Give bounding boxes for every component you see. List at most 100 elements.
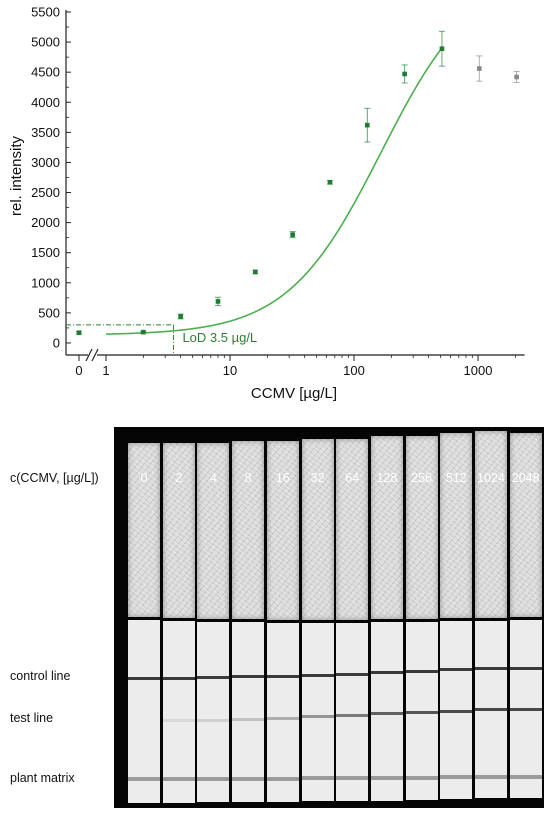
data-point [177, 313, 184, 320]
point-marker [402, 71, 407, 77]
y-tick-label: 4000 [31, 95, 60, 110]
concentration-label: 16 [275, 471, 290, 485]
test-band [370, 712, 403, 715]
test-strip: 2048 [509, 433, 542, 798]
x-tick-label: 10 [223, 363, 237, 378]
concentration-label: 4 [209, 471, 217, 485]
test-band [162, 719, 195, 722]
sample-pad [232, 441, 265, 619]
x-tick-label: 1000 [464, 363, 493, 378]
point-marker [290, 232, 295, 237]
point-marker [76, 330, 82, 336]
plant-matrix-band [232, 777, 265, 781]
membrane [336, 623, 369, 801]
y-tick-label: 500 [38, 305, 60, 320]
y-tick-label: 1000 [31, 275, 60, 290]
plant-matrix-band [405, 776, 438, 780]
sample-pad [475, 431, 507, 618]
data-point [140, 329, 147, 335]
lod-label: LoD 3.5 µg/L [182, 330, 257, 345]
plant-matrix-band [440, 775, 473, 779]
test-strip: 128 [370, 436, 403, 801]
sample-pad [440, 433, 473, 618]
concentration-label: 64 [345, 471, 360, 485]
data-point [364, 107, 371, 143]
data-point [401, 64, 408, 84]
test-strip: 1024 [475, 431, 507, 798]
x-tick-label: 0 [75, 363, 82, 378]
test-strip-photo: 0 2 4 8 16 32 64 128 256 512 1024 2048 [114, 427, 544, 808]
test-band [336, 714, 369, 717]
plant-matrix-band [197, 777, 230, 781]
membrane [301, 623, 334, 801]
data-point [76, 330, 82, 336]
excluded-data-point [513, 71, 520, 83]
sample-pad [266, 441, 299, 620]
plant-matrix-band [162, 777, 195, 781]
test-line-label: test line [10, 711, 54, 725]
concentration-label: 32 [310, 471, 325, 485]
concentration-label: 512 [445, 471, 467, 485]
y-axis: 0 500 1000 1500 2000 2500 3000 3500 4000 4500 5000… [31, 5, 71, 355]
point-marker [253, 269, 258, 275]
concentration-label: 128 [376, 471, 398, 485]
membrane [370, 622, 403, 801]
sample-pad [405, 436, 438, 619]
membrane [266, 623, 299, 802]
test-band [266, 717, 299, 720]
data-points [76, 30, 520, 336]
control-band [370, 671, 403, 674]
point-marker [215, 299, 221, 304]
concentration-label: 0 [140, 471, 148, 485]
concentration-label: 2048 [511, 471, 540, 485]
data-point [214, 296, 221, 307]
control-band [197, 676, 230, 679]
plant-matrix-label: plant matrix [10, 771, 75, 785]
y-tick-label: 1500 [31, 245, 60, 260]
dose-response-chart: 0500100015002000250030003500400045005000… [8, 5, 525, 402]
plant-matrix-band [301, 776, 334, 780]
test-band [475, 708, 507, 711]
y-tick-label: 0 [53, 335, 60, 350]
test-strip: 4 [197, 443, 230, 802]
y-tick-label: 2000 [31, 215, 60, 230]
concentration-label: 8 [244, 471, 252, 485]
axis-break-mark [91, 348, 99, 362]
test-band [232, 718, 265, 721]
test-band [509, 708, 542, 711]
membrane [128, 620, 160, 803]
y-axis-label: rel. intensity [8, 135, 25, 216]
test-band [197, 719, 230, 722]
test-strip: 32 [301, 439, 334, 801]
x-axis: 0 1 10 100 1000 [66, 348, 525, 378]
data-point [252, 269, 259, 275]
control-line-label: control line [10, 669, 71, 683]
test-strip: 64 [336, 439, 369, 801]
control-band [266, 675, 299, 678]
sample-pad [128, 443, 160, 617]
sample-pad [370, 436, 403, 619]
membrane [232, 622, 265, 802]
control-band [128, 677, 160, 680]
control-band [475, 667, 507, 670]
control-band [336, 673, 369, 676]
sample-pad [197, 443, 230, 619]
y-tick-label: 2500 [31, 185, 60, 200]
x-axis-label: CCMV [µg/L] [251, 385, 337, 402]
control-band [509, 667, 542, 670]
point-marker [476, 66, 482, 71]
control-band [162, 677, 195, 680]
control-band [405, 670, 438, 673]
fit-curve [105, 46, 444, 335]
y-tick-label: 3500 [31, 125, 60, 140]
plant-matrix-band [336, 776, 369, 780]
test-strip: 512 [440, 433, 473, 799]
plant-matrix-band [475, 775, 507, 779]
concentration-label: 256 [411, 471, 433, 485]
sample-pad [301, 439, 334, 620]
y-tick-label: 4500 [31, 65, 60, 80]
sample-pad [509, 433, 542, 617]
control-band [440, 668, 473, 671]
test-strip: 8 [232, 441, 265, 802]
excluded-data-point [476, 55, 483, 82]
